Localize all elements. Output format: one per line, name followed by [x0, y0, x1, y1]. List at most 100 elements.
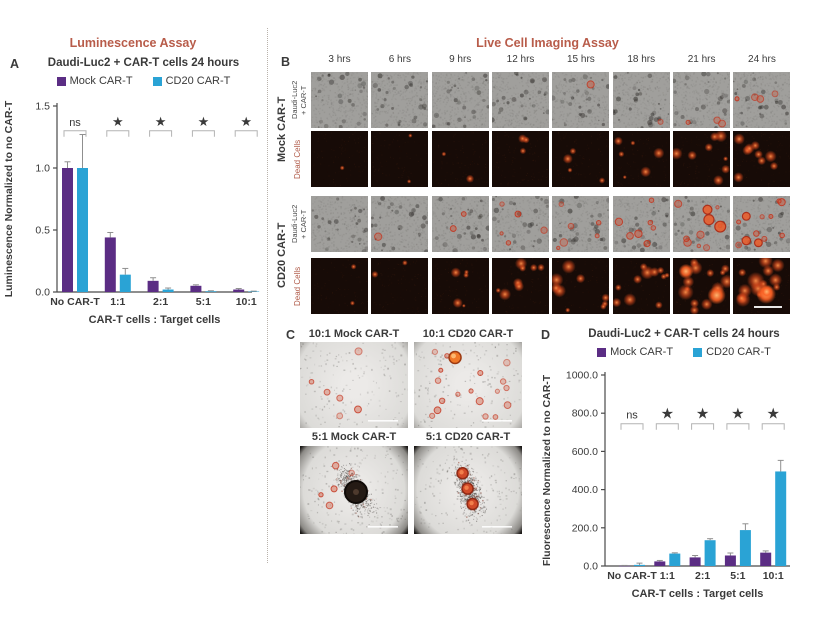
significance-label: ★	[731, 406, 744, 423]
micro-tile-mock-daudi-7	[673, 72, 731, 128]
timepoint-label: 12 hrs	[506, 54, 535, 65]
y-tick-label: 600.0	[572, 446, 598, 458]
bar-mock-car-t	[619, 565, 630, 567]
micro-tile-mock-dead-4	[492, 131, 550, 187]
y-tick-label: 0.0	[583, 561, 598, 573]
micro-tile-cd20-dead-6	[612, 258, 670, 314]
panel-c-image-title: 5:1 CD20 CAR-T	[425, 431, 511, 443]
panel-d-title: Daudi-Luc2 + CAR-T cells 24 hours	[588, 328, 780, 340]
group-label-cd20-car-t: CD20 CAR-T	[276, 222, 288, 288]
micro-tile-mock-dead-2	[371, 131, 429, 187]
micro-tile-mock-daudi-5	[552, 72, 610, 128]
timepoint-label: 6 hrs	[388, 54, 411, 65]
panel-a-label: A	[10, 57, 20, 71]
y-tick-label: 800.0	[572, 408, 598, 420]
significance-bracket	[234, 130, 258, 137]
micro-tile-cd20-daudi-2	[371, 196, 429, 252]
timepoint-label: 9 hrs	[449, 54, 472, 65]
legend-label: Mock CAR-T	[69, 75, 133, 87]
micro-tile-mock-dead-1	[311, 131, 368, 187]
micro-tile-mock-dead-5	[552, 131, 610, 187]
significance-label: ★	[198, 114, 210, 129]
row-label-daudi-luc2-car-t: Daudi-Luc2 + CAR-T	[290, 80, 308, 120]
micro-tile-cd20-dead-8	[733, 258, 791, 314]
significance-bracket	[691, 423, 715, 430]
micro-tile-cd20-daudi-7	[673, 196, 731, 252]
significance-label: ★	[661, 406, 674, 423]
legend-swatch	[152, 76, 162, 86]
bar-cd20-car-t	[704, 540, 716, 566]
panel-c-image-title: 10:1 Mock CAR-T	[308, 328, 400, 340]
legend-label: CD20 CAR-T	[165, 75, 231, 87]
legend-swatch	[693, 347, 703, 357]
micro-tile-mock-daudi-4	[492, 72, 550, 128]
y-tick-label: 0.0	[35, 287, 50, 299]
micro-tile-cd20-daudi-3	[431, 196, 489, 252]
significance-bracket	[191, 130, 215, 137]
x-tick-label: No CAR-T	[607, 570, 657, 582]
micro-tile-mock-daudi-3	[431, 72, 489, 128]
micro-tile-cd20-daudi-8	[733, 196, 791, 252]
bar-mock-car-t	[654, 561, 666, 566]
panel-a-legend-item: CD20 CAR-T	[152, 75, 231, 87]
x-axis-title: CAR-T cells : Target cells	[89, 314, 221, 326]
legend-swatch	[56, 76, 66, 86]
micro-tile-cd20-dead-3	[431, 258, 489, 314]
x-tick-label: 10:1	[763, 570, 784, 582]
dish-image-10-1-cd20-car-t	[414, 342, 522, 428]
significance-label: ★	[155, 114, 167, 129]
panel-c-image-title: 10:1 CD20 CAR-T	[422, 328, 514, 340]
significance-bracket	[63, 130, 87, 137]
x-tick-label: 1:1	[110, 296, 125, 308]
section-divider	[267, 28, 268, 563]
legend-swatch	[597, 347, 607, 357]
panel-d-chart: 0.0 200.0 400.0 600.0 800.0 1000.0 No CAR-T ns 1…	[541, 370, 790, 600]
x-tick-label: 2:1	[695, 570, 710, 582]
panel-a-chart: 0.0 0.5 1.0 1.5 No CAR-T ns 1:1 ★ 2:1 ★ 5:1 ★ 10:1 ★ C…	[3, 100, 260, 326]
panel-c-label: C	[286, 328, 296, 342]
micro-tile-cd20-daudi-1	[311, 196, 368, 252]
bar-mock-car-t	[62, 168, 73, 292]
micro-tile-mock-daudi-2	[371, 72, 429, 128]
bar-cd20-car-t	[119, 274, 131, 292]
micro-tile-cd20-dead-2	[371, 258, 429, 314]
micro-tile-mock-dead-3	[431, 131, 489, 187]
timepoint-label: 18 hrs	[627, 54, 656, 65]
bar-cd20-car-t	[669, 553, 681, 566]
y-tick-label: 200.0	[572, 522, 598, 534]
micro-tile-cd20-dead-1	[311, 258, 368, 314]
bar-mock-car-t	[724, 555, 736, 566]
group-label-mock-car-t: Mock CAR-T	[276, 96, 288, 163]
x-tick-label: 10:1	[236, 296, 257, 308]
timepoint-label: 3 hrs	[328, 54, 351, 65]
bar-mock-car-t	[760, 552, 772, 566]
micro-tile-cd20-dead-5	[552, 258, 610, 314]
micro-tile-mock-dead-8	[733, 131, 791, 187]
panel-d-legend-item: Mock CAR-T	[597, 346, 673, 358]
significance-bracket	[655, 423, 679, 430]
panel-d-label: D	[541, 328, 551, 342]
panel-a-title: Daudi-Luc2 + CAR-T cells 24 hours	[47, 57, 240, 69]
significance-bracket	[149, 130, 173, 137]
panel-c-image-title: 5:1 Mock CAR-T	[311, 431, 397, 443]
timepoint-label: 15 hrs	[566, 54, 595, 65]
row-label-dead-cells: Dead Cells	[293, 139, 302, 179]
luminescence-assay-section-title: Luminescence Assay	[69, 36, 197, 50]
significance-label: ★	[766, 406, 779, 423]
significance-label: ★	[112, 114, 124, 129]
significance-label: ★	[696, 406, 709, 423]
legend-label: CD20 CAR-T	[706, 346, 771, 358]
panel-a-legend: Mock CAR-T CD20 CAR-T	[22, 75, 265, 87]
bar-mock-car-t	[233, 289, 245, 292]
x-tick-label: 1:1	[660, 570, 675, 582]
micro-tile-mock-dead-7	[673, 131, 731, 187]
micro-tile-mock-daudi-8	[733, 72, 791, 128]
bar-mock-car-t	[689, 557, 701, 566]
x-tick-label: 5:1	[196, 296, 211, 308]
significance-bracket	[761, 423, 785, 430]
bar-cd20-car-t	[634, 564, 645, 566]
y-tick-label: 1.5	[35, 101, 50, 113]
micro-tile-cd20-daudi-4	[492, 196, 550, 252]
bar-cd20-car-t	[248, 291, 260, 293]
